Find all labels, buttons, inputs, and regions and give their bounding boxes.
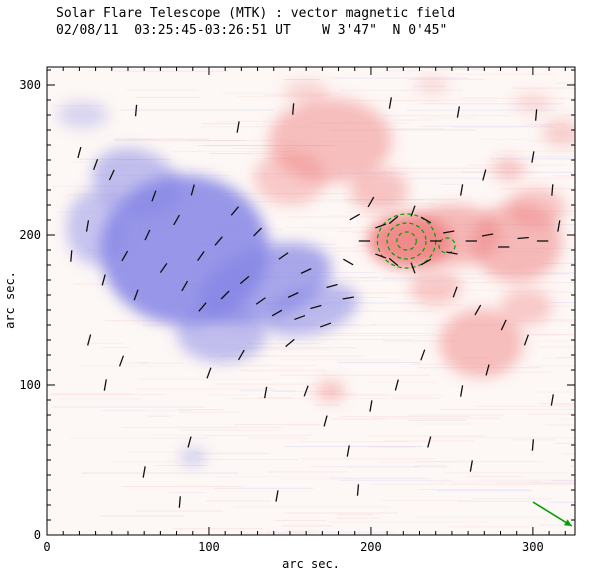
svg-text:300: 300 bbox=[522, 540, 544, 554]
svg-text:300: 300 bbox=[19, 78, 41, 92]
svg-text:200: 200 bbox=[19, 228, 41, 242]
svg-text:200: 200 bbox=[360, 540, 382, 554]
y-axis-label: arc sec. bbox=[3, 271, 17, 329]
svg-text:100: 100 bbox=[19, 378, 41, 392]
plot-subtitle: 02/08/11 03:25:45-03:26:51 UT W 3'47" N … bbox=[56, 23, 448, 38]
plot-title: Solar Flare Telescope (MTK) : vector mag… bbox=[56, 6, 456, 21]
svg-text:0: 0 bbox=[34, 528, 41, 542]
svg-text:100: 100 bbox=[198, 540, 220, 554]
svg-text:0: 0 bbox=[43, 540, 50, 554]
x-axis-label: arc sec. bbox=[282, 557, 340, 571]
